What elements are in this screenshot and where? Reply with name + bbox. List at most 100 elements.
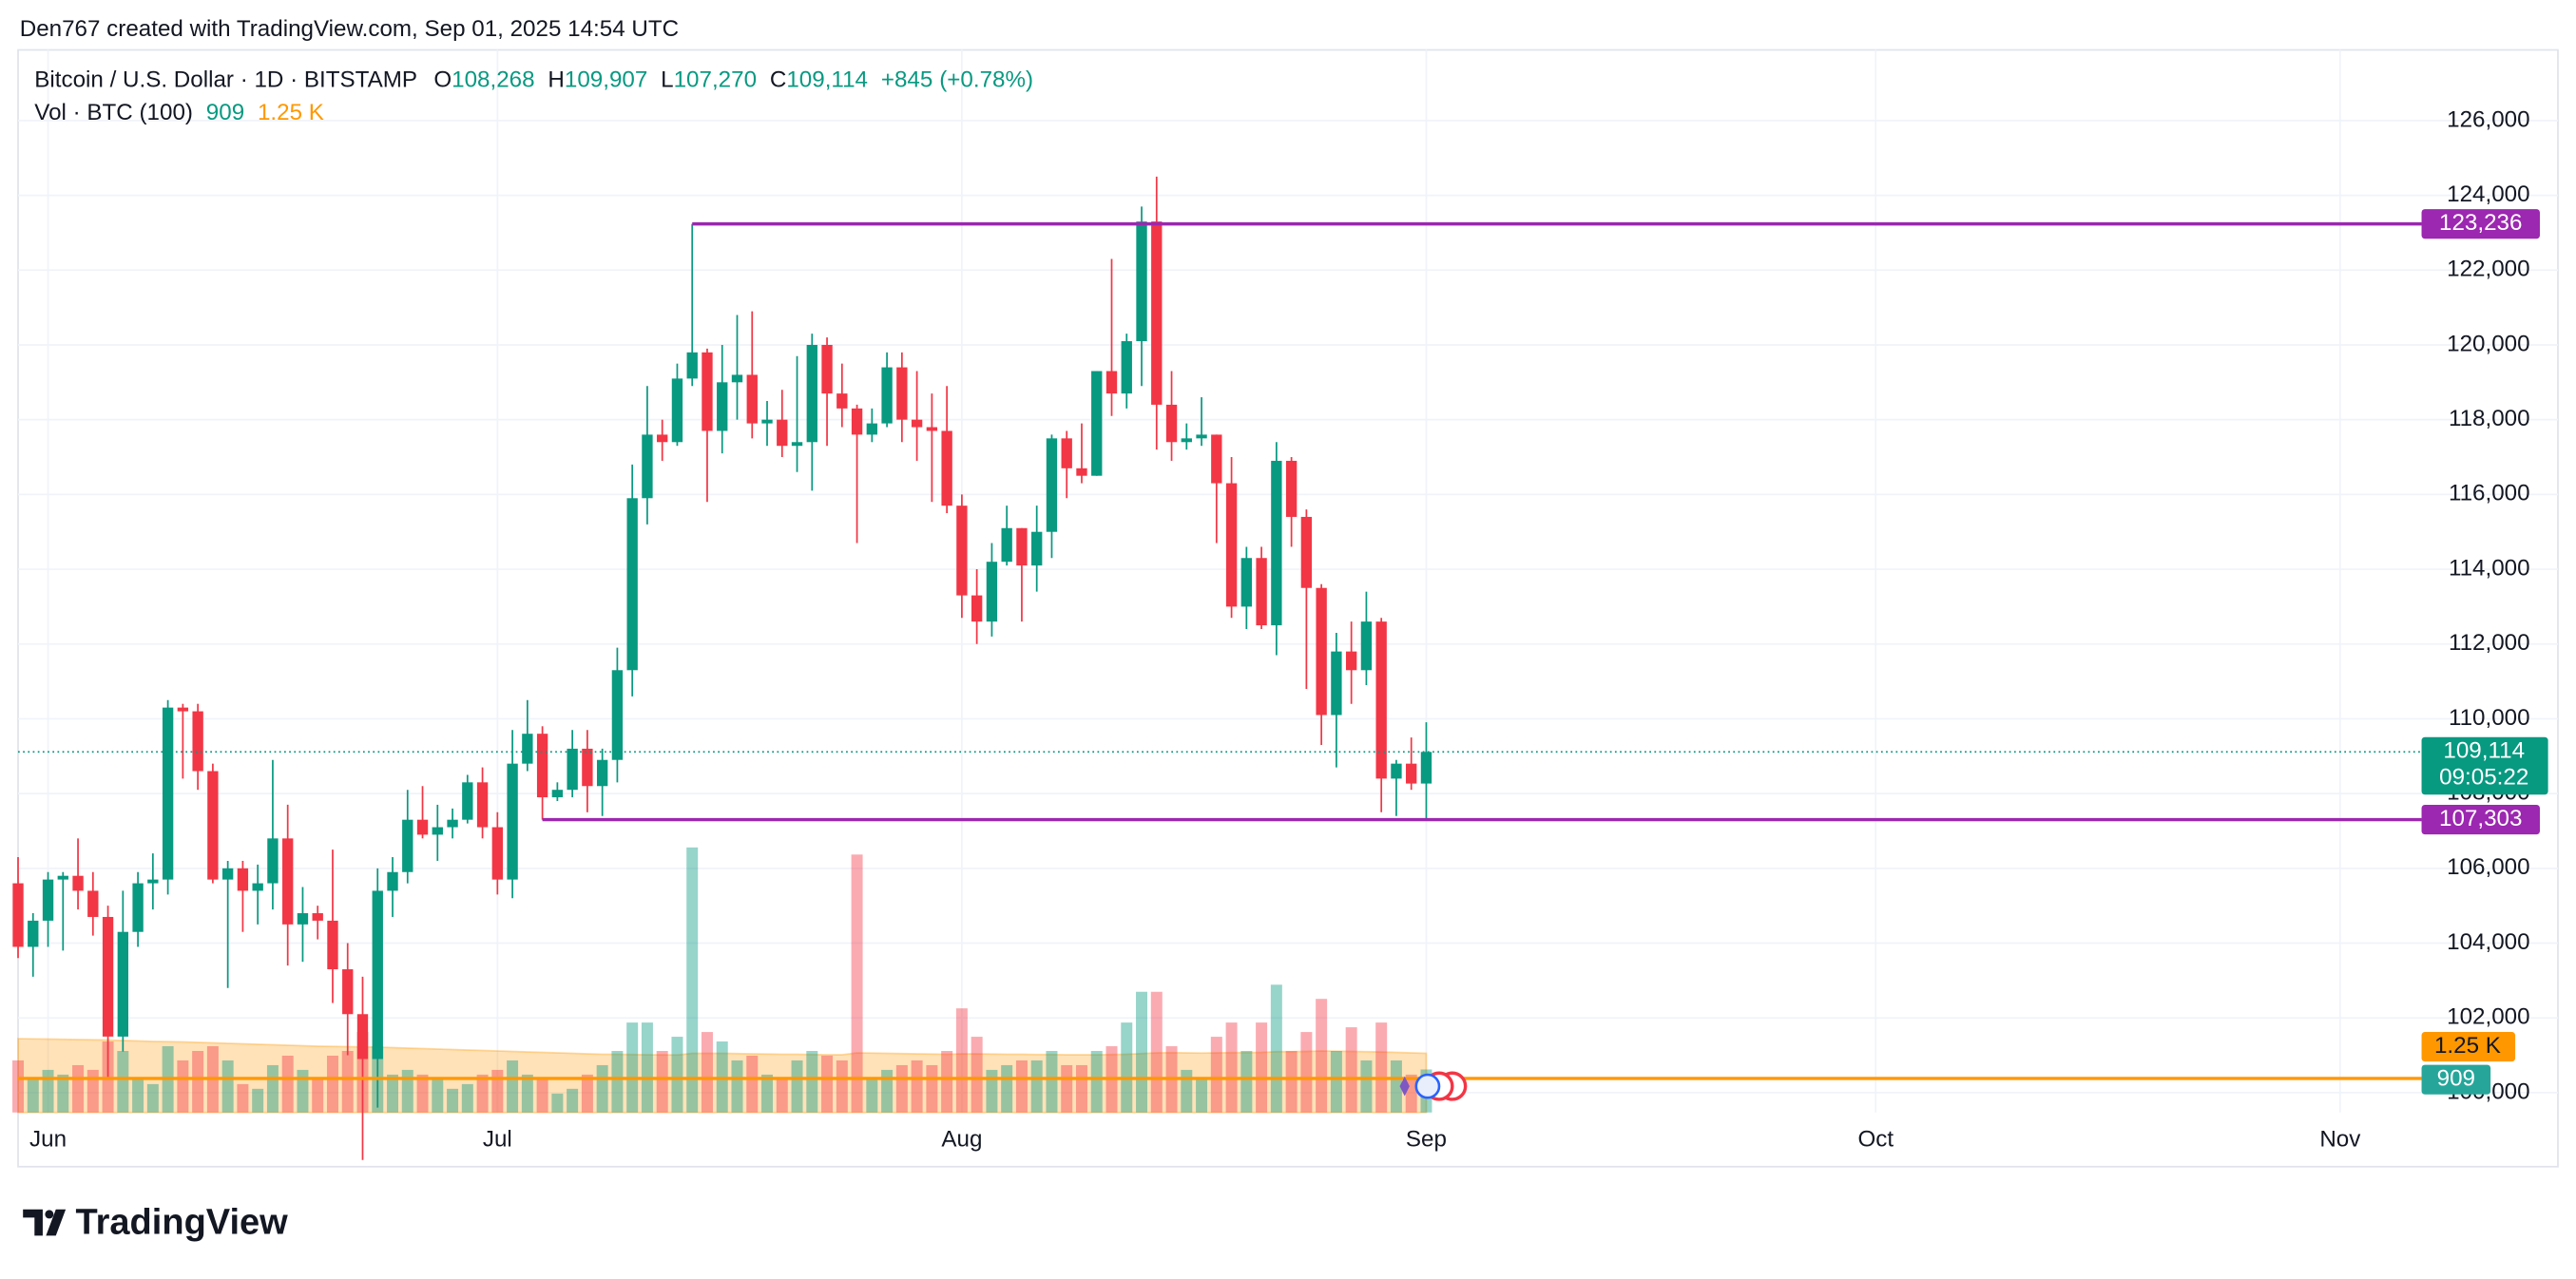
candle-body (416, 819, 429, 835)
candle-body (491, 827, 504, 880)
candle-body (207, 771, 219, 880)
candle-body (162, 707, 174, 880)
candle-body (522, 734, 533, 764)
candle-body (102, 916, 114, 1037)
x-tick-label: Aug (941, 1127, 982, 1153)
volume-bar (1210, 1037, 1222, 1113)
candle-body (1061, 438, 1072, 468)
candle-body (252, 883, 263, 891)
candle-body (297, 913, 309, 925)
candle-body (1360, 621, 1373, 671)
y-tick-label: 106,000 (2447, 854, 2529, 880)
volume-bar (416, 1074, 429, 1113)
level-badge-label: 123,236 (2439, 210, 2522, 236)
y-tick-label: 116,000 (2449, 481, 2530, 506)
symbol: Bitcoin / U.S. Dollar · 1D · BITSTAMP (34, 67, 417, 93)
volume-bar (1015, 1059, 1028, 1113)
volume-bar (461, 1083, 473, 1113)
candle-body (1331, 651, 1342, 716)
y-tick-label: 102,000 (2447, 1004, 2529, 1030)
volume-bar (1256, 1022, 1268, 1113)
candle-body (1001, 527, 1012, 563)
volume-bar (731, 1059, 743, 1113)
volume-bar (1075, 1064, 1087, 1113)
candle-body (132, 883, 144, 932)
volume-bar (971, 1037, 983, 1113)
volume-bar (656, 1051, 668, 1113)
candle-body (1271, 460, 1282, 626)
volume-bar (746, 1055, 759, 1113)
candle-body (551, 790, 564, 798)
volume-ma-value: 1.25 K (258, 100, 324, 125)
candle-body (1256, 558, 1267, 626)
volume-bar (895, 1064, 908, 1113)
candle-body (986, 562, 998, 622)
brand-logo: TradingView (23, 1202, 288, 1242)
ohlc-value: 109,114 (786, 67, 868, 93)
volume-bar (1001, 1064, 1013, 1113)
volume-bar (1136, 991, 1148, 1113)
volume-bar (881, 1069, 894, 1113)
volume-bar (1330, 1051, 1342, 1113)
volume-bar (117, 1051, 129, 1113)
volume-bar (476, 1074, 489, 1113)
y-tick-label: 126,000 (2447, 106, 2529, 132)
volume-bar (581, 1074, 593, 1113)
volume-bar (1150, 991, 1163, 1113)
volume-bar (297, 1069, 309, 1113)
candle-body (686, 352, 698, 379)
volume-bar (851, 854, 863, 1113)
volume-bar (866, 1079, 878, 1113)
candles (12, 176, 1432, 1160)
ohlc-value: 107,270 (674, 67, 757, 93)
volume-ma-badge-label: 1.25 K (2434, 1033, 2501, 1059)
volume-bar (611, 1051, 624, 1113)
volume-bar (132, 1079, 144, 1113)
candle-body (881, 367, 893, 424)
candle-body (866, 423, 878, 435)
volume-bar (12, 1059, 25, 1113)
y-tick-label: 120,000 (2447, 331, 2529, 356)
volume-bar (1030, 1059, 1043, 1113)
candle-body (387, 871, 398, 891)
volume-value: 909 (206, 100, 244, 125)
brand-name: TradingView (76, 1202, 289, 1242)
candle-body (1285, 460, 1298, 517)
x-tick-label: Nov (2319, 1127, 2361, 1153)
volume-bar (1181, 1069, 1193, 1113)
candle-body (356, 1014, 369, 1059)
volume-bar (1405, 1074, 1417, 1113)
volume-bar (986, 1069, 998, 1113)
volume-bar (941, 1051, 953, 1113)
volume-bar (447, 1088, 459, 1113)
candle-body (221, 868, 234, 880)
candle-body (1031, 531, 1043, 566)
change-pct: (+0.78%) (939, 67, 1033, 93)
volume-bar (791, 1059, 803, 1113)
level-badge-bg (2421, 209, 2540, 239)
change: +845 (881, 67, 932, 93)
volume-bar (911, 1059, 923, 1113)
candle-body (177, 707, 189, 712)
candle-body (671, 378, 683, 443)
candle-body (642, 434, 653, 499)
volume-bar (1316, 999, 1328, 1113)
candle-body (626, 498, 638, 671)
volume-bar (146, 1083, 159, 1113)
x-tick-label: Sep (1406, 1127, 1447, 1153)
volume-bar (776, 1079, 788, 1113)
candle-body (192, 711, 203, 772)
volume-bar (252, 1088, 264, 1113)
volume-bar (1390, 1059, 1402, 1113)
candle-body (911, 419, 923, 428)
x-tick-label: Jun (29, 1127, 67, 1153)
candle-body (1345, 651, 1357, 671)
candle-body (267, 838, 279, 884)
legend-row: Vol · BTC (100) 909 1.25 K (34, 100, 324, 125)
candle-body (402, 819, 413, 872)
candle-body (1420, 752, 1432, 784)
volume-bar (192, 1051, 204, 1113)
volume-bar (42, 1069, 54, 1113)
y-tick-label: 124,000 (2447, 181, 2529, 207)
candle-body (1046, 438, 1058, 532)
